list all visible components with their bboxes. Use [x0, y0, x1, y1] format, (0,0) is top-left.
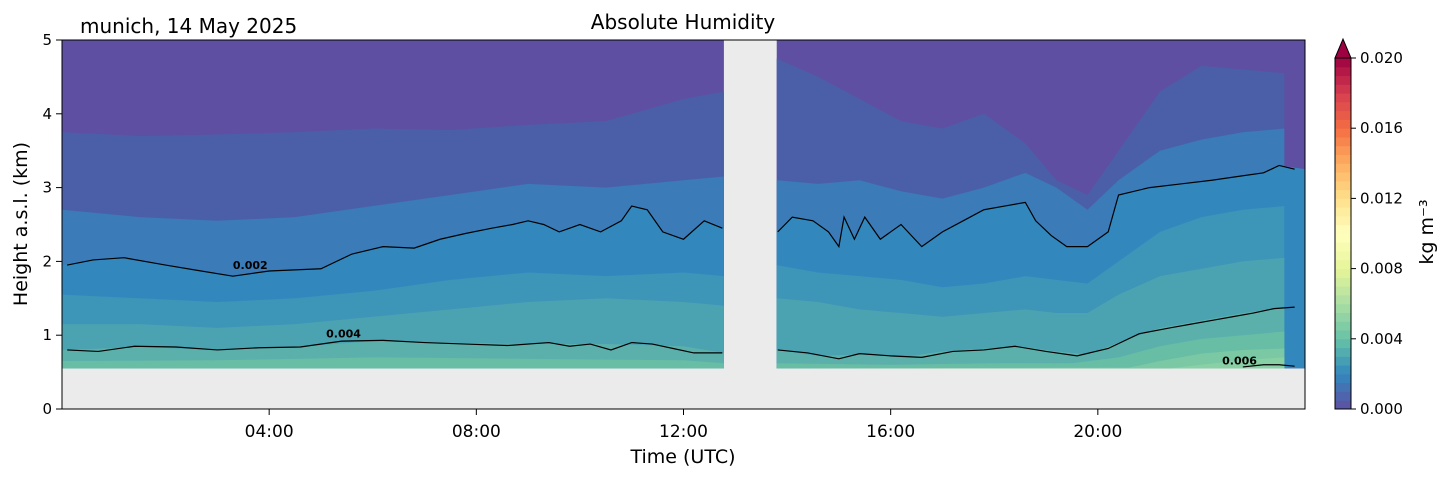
colorbar-tick-label: 0.012: [1360, 189, 1403, 207]
colorbar-step: [1335, 154, 1351, 164]
colorbar-step: [1335, 312, 1351, 322]
contour-labels: 0.002 0.004 0.006: [233, 259, 1257, 368]
colorbar-step: [1335, 119, 1351, 129]
contour-label-0.004: 0.004: [326, 327, 361, 340]
colorbar-step: [1335, 145, 1351, 156]
colorbar-tick-label: 0.008: [1360, 260, 1403, 278]
colorbar-tick-label: 0.000: [1360, 400, 1403, 418]
colorbar-step: [1335, 172, 1351, 182]
colorbar-step: [1335, 207, 1351, 217]
contour-line-0.002-0: [67, 205, 723, 277]
contour-line-0.004-3: [777, 306, 1295, 360]
colorbar-tick-label: 0.004: [1360, 330, 1403, 348]
colorbar-step: [1335, 136, 1351, 147]
fill-layer-9-segment-1: [776, 357, 1285, 369]
y-axis-label: Height a.s.l. (km): [10, 142, 32, 306]
contour-line-0.002-1: [777, 164, 1295, 249]
colorbar-step: [1335, 303, 1351, 313]
colorbar-step: [1335, 251, 1351, 261]
colorbar-step: [1335, 347, 1351, 357]
fill-layer-7-segment-1: [776, 331, 1285, 369]
x-tick-label: 08:00: [452, 422, 501, 442]
colorbar-step: [1335, 277, 1351, 287]
colorbar-step: [1335, 66, 1351, 77]
colorbar-extend-arrow: [1334, 37, 1352, 59]
colorbar-step: [1335, 242, 1351, 252]
x-tick-label: 16:00: [866, 422, 915, 442]
colorbar-label: kg m⁻³: [1416, 199, 1438, 264]
colorbar-step: [1335, 215, 1351, 226]
colorbar: 0.000 0.004 0.008 0.012 0.016 0.020: [1334, 37, 1403, 418]
x-tick-label: 04:00: [245, 422, 294, 442]
colorbar-step: [1335, 75, 1351, 85]
y-axis: 0 1 2 3 4 5: [42, 31, 62, 418]
fill-layer-8-segment-1: [776, 348, 1285, 369]
colorbar-step: [1335, 110, 1351, 120]
colorbar-step: [1335, 233, 1351, 243]
colorbar-step: [1335, 224, 1351, 234]
colorbar-step: [1335, 268, 1351, 278]
colorbar-step: [1335, 128, 1351, 138]
colorbar-step: [1335, 330, 1351, 340]
colorbar-step: [1335, 198, 1351, 208]
colorbar-tick-label: 0.016: [1360, 119, 1403, 137]
x-axis-label: Time (UTC): [629, 446, 735, 468]
y-tick-label: 1: [42, 326, 52, 344]
contour-lines: [67, 164, 1295, 368]
y-tick-label: 2: [42, 252, 52, 270]
colorbar-step: [1335, 58, 1351, 68]
y-tick-label: 3: [42, 179, 52, 197]
colorbar-step: [1335, 356, 1351, 366]
colorbar-step: [1335, 93, 1351, 103]
colorbar-step: [1335, 163, 1351, 173]
contour-label-0.006: 0.006: [1222, 355, 1257, 368]
contour-line-0.004-2: [67, 339, 723, 354]
colorbar-step: [1335, 365, 1351, 375]
colorbar-step: [1335, 180, 1351, 191]
fill-layer-7-segment-0: [62, 357, 724, 369]
y-tick-label: 0: [42, 400, 52, 418]
colorbar-step: [1335, 84, 1351, 94]
colorbar-step: [1335, 294, 1351, 305]
contour-line-0.006-4: [1242, 364, 1295, 368]
chart-subtitle: munich, 14 May 2025: [80, 14, 297, 38]
y-tick-label: 4: [42, 105, 52, 123]
colorbar-step: [1335, 101, 1351, 112]
x-tick-label: 20:00: [1073, 422, 1122, 442]
colorbar-step: [1335, 321, 1351, 331]
colorbar-step: [1335, 259, 1351, 270]
colorbar-step: [1335, 400, 1351, 410]
contour-label-0.002: 0.002: [233, 259, 268, 272]
colorbar-step: [1335, 338, 1351, 349]
x-axis: 04:00 08:00 12:00 16:00 20:00: [245, 409, 1122, 442]
colorbar-step: [1335, 382, 1351, 392]
colorbar-step: [1335, 373, 1351, 384]
x-tick-label: 12:00: [659, 422, 708, 442]
y-tick-label: 5: [42, 31, 52, 49]
humidity-fill-layers: [62, 40, 1305, 369]
colorbar-step: [1335, 189, 1351, 199]
chart-title: Absolute Humidity: [591, 10, 776, 34]
colorbar-frame: [1334, 57, 1352, 410]
colorbar-step: [1335, 286, 1351, 296]
colorbar-tick-label: 0.020: [1360, 49, 1403, 67]
colorbar-step: [1335, 391, 1351, 401]
